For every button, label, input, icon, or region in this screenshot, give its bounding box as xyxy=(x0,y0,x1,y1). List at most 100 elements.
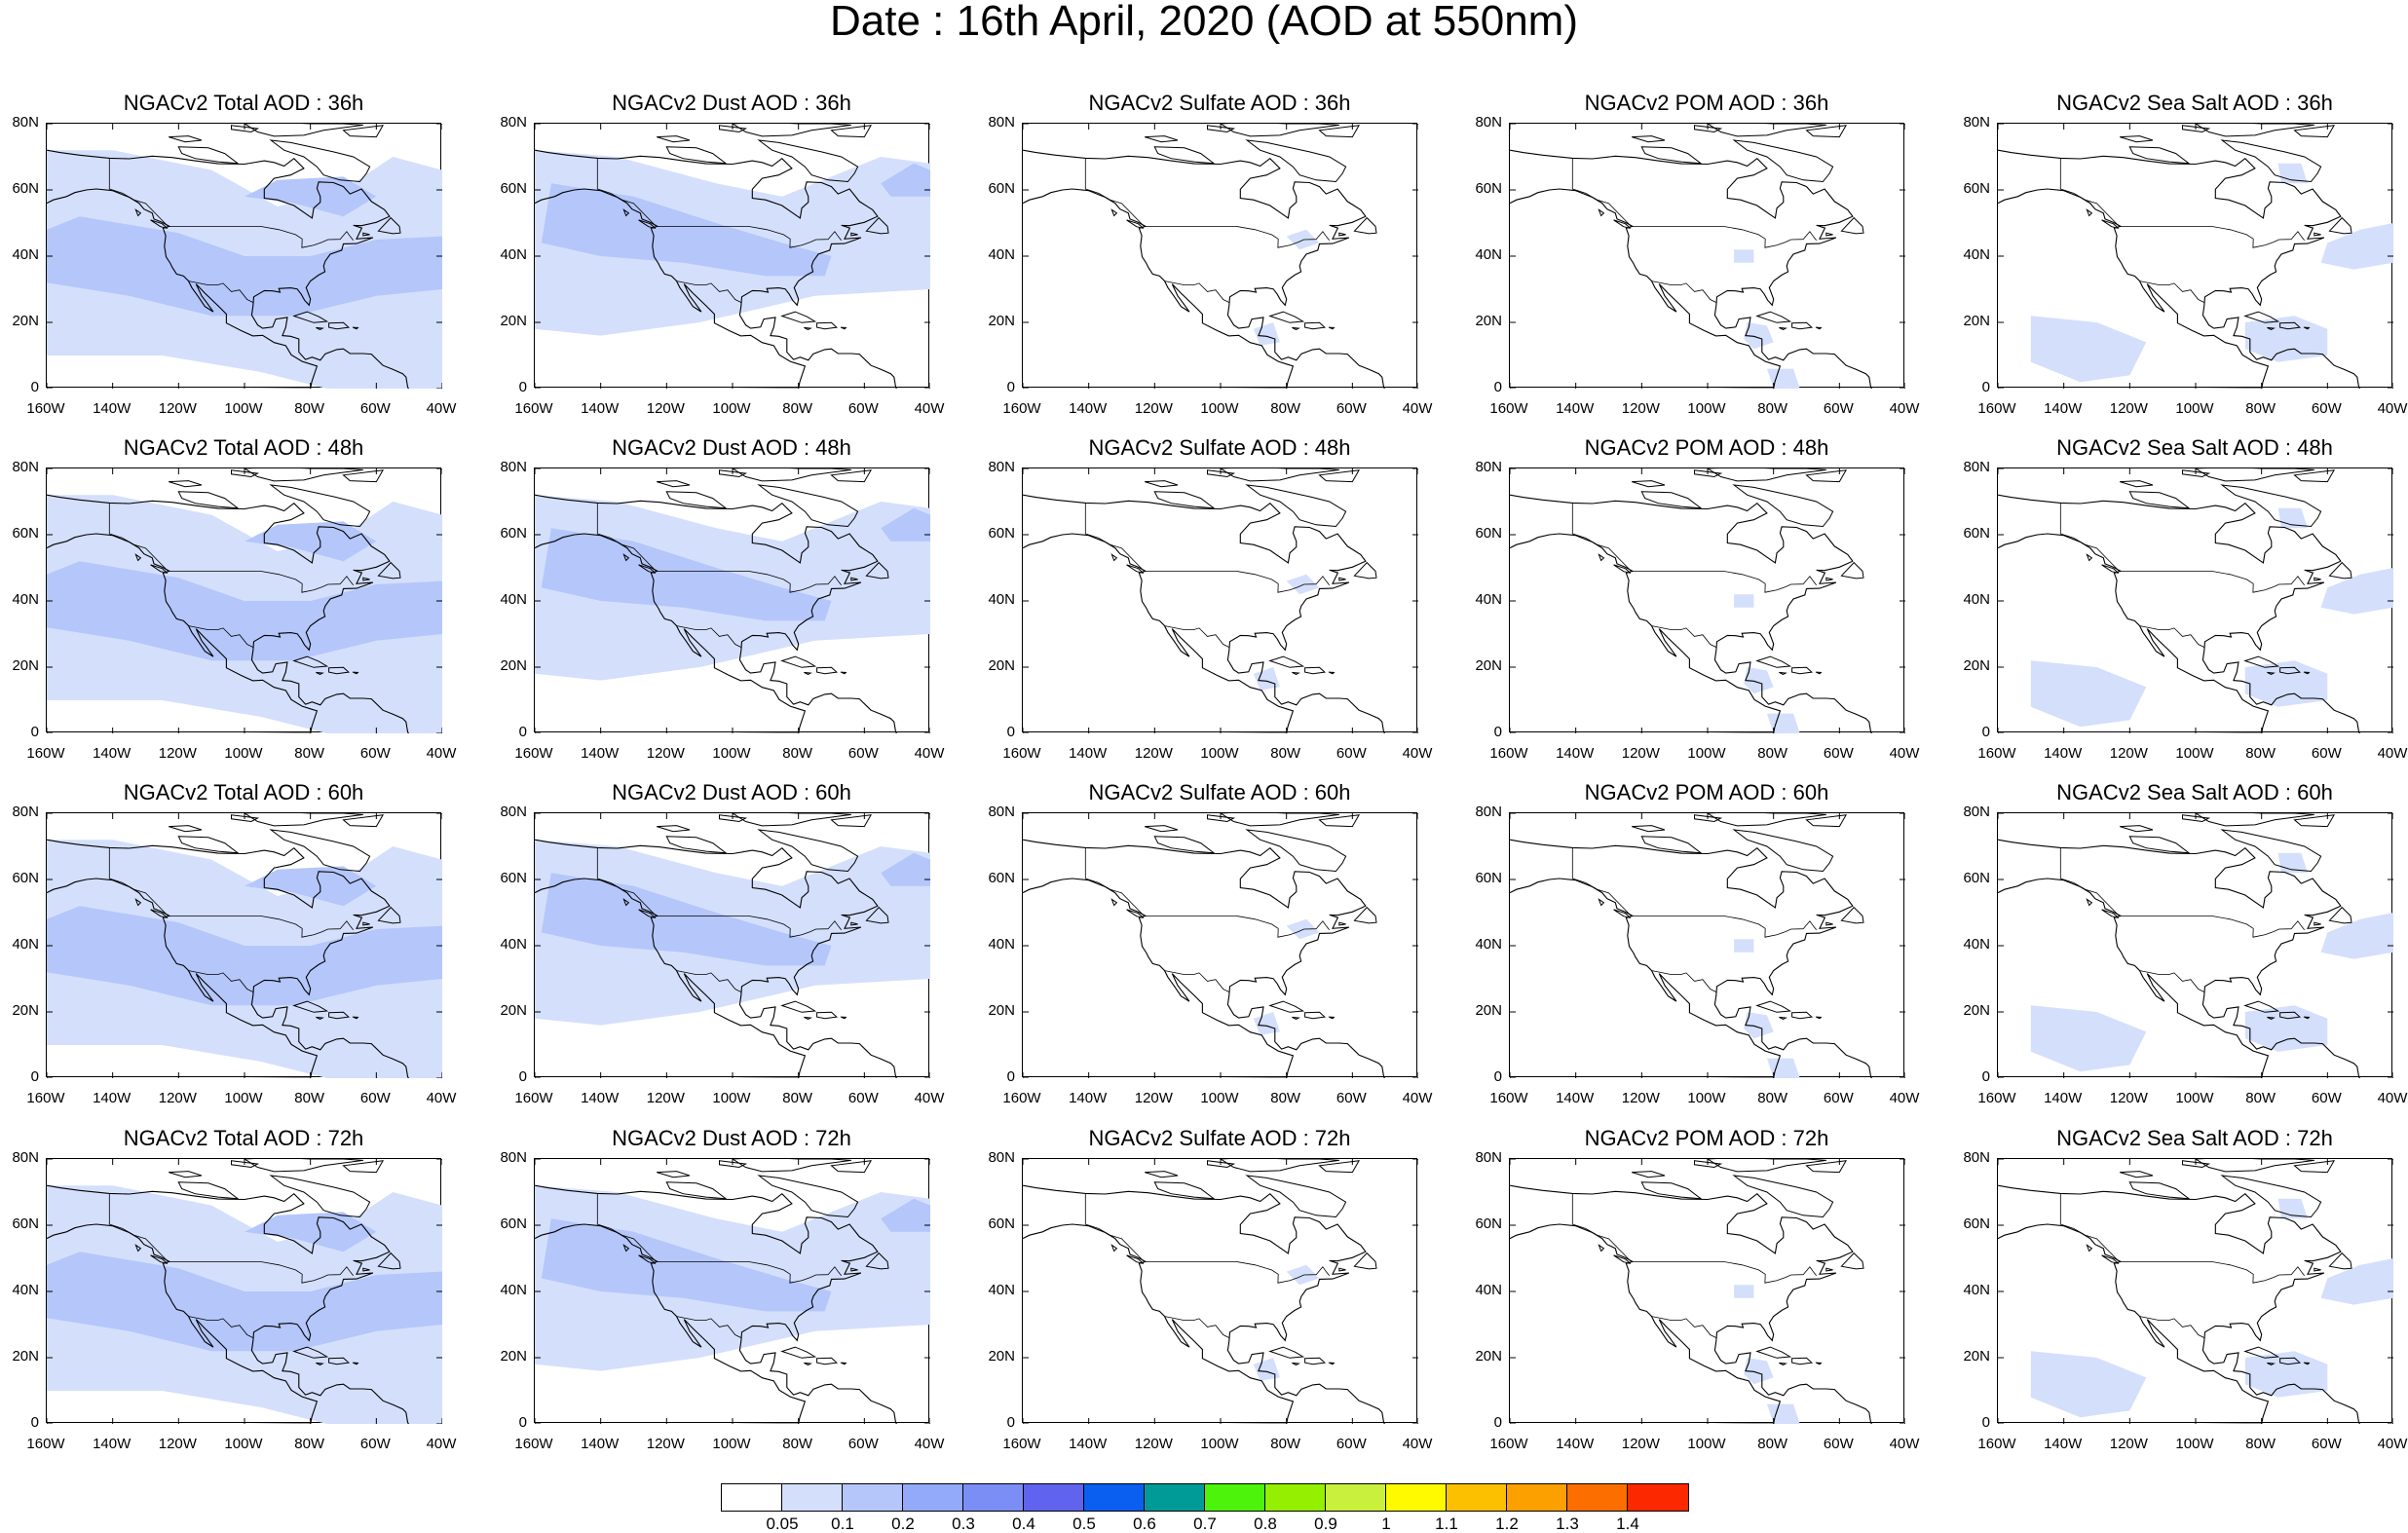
lon-label: 160W xyxy=(1002,1436,1041,1452)
lon-label: 140W xyxy=(2044,1436,2083,1452)
island-outline xyxy=(1613,564,1632,574)
political-border xyxy=(108,847,355,938)
colorbar-label: 0.7 xyxy=(1193,1514,1217,1533)
political-border xyxy=(2139,970,2205,993)
political-border xyxy=(2059,847,2306,938)
political-border xyxy=(676,625,742,649)
island-outline xyxy=(377,561,401,580)
lon-label: 40W xyxy=(1889,1090,1920,1106)
lon-label: 160W xyxy=(1489,1090,1528,1106)
island-outline xyxy=(1694,1160,1723,1169)
aod-shading xyxy=(1253,1012,1280,1035)
lon-label: 160W xyxy=(1977,1090,2016,1106)
lon-label: 60W xyxy=(1823,400,1854,417)
island-outline xyxy=(657,1171,691,1178)
lon-label: 140W xyxy=(93,1090,132,1106)
island-outline xyxy=(1268,1000,1305,1013)
political-border xyxy=(1651,970,1717,993)
island-outline xyxy=(150,219,169,229)
lat-label: 20N xyxy=(1963,1002,1990,1019)
lat-label: 80N xyxy=(1963,1149,1990,1166)
island-outline xyxy=(352,326,359,330)
aod-shading xyxy=(1766,368,1800,389)
lat-label: 20N xyxy=(500,1002,527,1019)
lat-label: 40N xyxy=(988,246,1015,263)
lon-label: 120W xyxy=(1621,745,1660,762)
lon-label: 160W xyxy=(1002,1090,1041,1106)
political-border xyxy=(2059,158,2306,248)
island-outline xyxy=(757,484,859,528)
island-outline xyxy=(1805,125,1848,138)
lat-label: 80N xyxy=(12,114,39,131)
island-outline xyxy=(231,814,260,823)
island-outline xyxy=(2182,125,2211,133)
aod-shading xyxy=(2320,223,2393,270)
island-outline xyxy=(1779,1362,1787,1366)
island-outline xyxy=(816,1357,839,1365)
aod-shading xyxy=(1766,713,1800,733)
lon-label: 140W xyxy=(1556,1436,1595,1452)
lon-label: 120W xyxy=(1621,1436,1660,1452)
island-outline xyxy=(1694,469,1723,478)
colorbar-box xyxy=(843,1484,903,1511)
lat-label: 20N xyxy=(1963,313,1990,329)
island-outline xyxy=(1755,1346,1792,1359)
lat-label: 20N xyxy=(500,657,527,674)
map-plot-area xyxy=(1022,123,1418,389)
lat-label: 0 xyxy=(518,724,527,740)
map-svg xyxy=(535,124,930,389)
lon-label: 80W xyxy=(782,745,813,762)
island-outline xyxy=(816,1011,839,1020)
lat-label: 40N xyxy=(1963,936,1990,953)
island-outline xyxy=(2243,655,2280,668)
map-plot-area xyxy=(46,812,442,1078)
island-outline xyxy=(1791,1357,1814,1365)
aod-shading xyxy=(1744,667,1774,694)
island-outline xyxy=(780,1346,817,1359)
lat-label: 0 xyxy=(1006,1414,1015,1431)
lon-label: 80W xyxy=(1757,1090,1788,1106)
lon-label: 140W xyxy=(1069,1090,1108,1106)
political-border xyxy=(1084,1193,1331,1284)
map-plot-area xyxy=(46,123,442,389)
island-outline xyxy=(1840,1252,1864,1270)
island-outline xyxy=(150,909,169,918)
aod-shading xyxy=(1766,1058,1800,1078)
colorbar-box xyxy=(722,1484,782,1511)
island-outline xyxy=(2243,1000,2280,1013)
lon-label: 120W xyxy=(1621,400,1660,417)
political-border xyxy=(2139,1316,2205,1339)
island-outline xyxy=(2279,1011,2302,1020)
political-border xyxy=(1651,1316,1717,1339)
island-outline xyxy=(1632,1171,1666,1178)
political-border xyxy=(188,280,254,304)
lon-label: 80W xyxy=(2245,1436,2276,1452)
island-outline xyxy=(1815,1016,1823,1020)
lat-label: 60N xyxy=(988,525,1015,542)
lat-label: 40N xyxy=(1475,246,1502,263)
lat-label: 80N xyxy=(988,1149,1015,1166)
lat-label: 60N xyxy=(1963,525,1990,542)
panel-title: NGACv2 Sulfate AOD : 60h xyxy=(1088,780,1351,804)
lat-label: 20N xyxy=(1475,1348,1502,1365)
lon-label: 160W xyxy=(1002,745,1041,762)
lon-label: 140W xyxy=(2044,400,2083,417)
island-outline xyxy=(657,135,691,143)
lon-label: 60W xyxy=(2311,1090,2342,1106)
colorbar-box xyxy=(1628,1484,1688,1511)
island-outline xyxy=(865,561,889,580)
lon-label: 100W xyxy=(2175,1436,2214,1452)
lat-label: 40N xyxy=(988,1282,1015,1298)
lon-label: 80W xyxy=(1757,745,1788,762)
island-outline xyxy=(816,666,839,675)
lat-label: 40N xyxy=(12,936,39,953)
lat-label: 40N xyxy=(12,591,39,608)
coastline xyxy=(47,839,409,1078)
island-outline xyxy=(1791,321,1814,330)
lon-label: 160W xyxy=(514,745,553,762)
island-outline xyxy=(2303,1362,2311,1365)
island-outline xyxy=(1220,124,1339,137)
lon-label: 100W xyxy=(1687,745,1726,762)
island-outline xyxy=(665,836,728,854)
coastline xyxy=(1510,1223,1782,1424)
